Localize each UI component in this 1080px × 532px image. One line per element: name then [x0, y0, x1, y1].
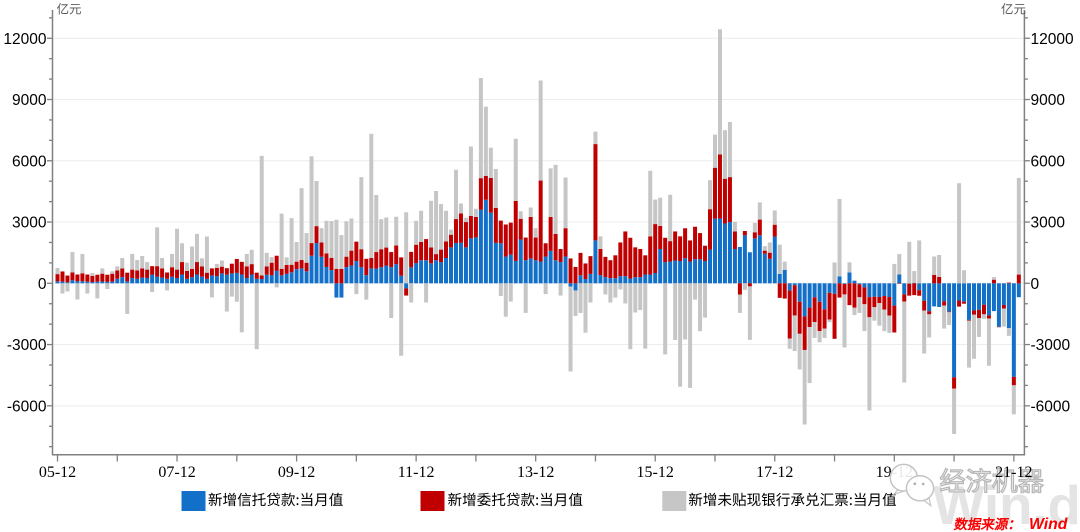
svg-text:-3000: -3000: [1031, 337, 1071, 354]
svg-text:3000: 3000: [12, 215, 47, 232]
svg-text:13-12: 13-12: [517, 464, 554, 481]
svg-text:15-12: 15-12: [637, 464, 674, 481]
svg-text:3000: 3000: [1031, 215, 1066, 232]
svg-text:07-12: 07-12: [158, 464, 195, 481]
svg-text:05-12: 05-12: [39, 464, 76, 481]
svg-text:11-12: 11-12: [398, 464, 435, 481]
svg-text:0: 0: [1031, 276, 1040, 293]
svg-text:6000: 6000: [12, 153, 47, 170]
svg-text:9000: 9000: [12, 92, 47, 109]
svg-text:9000: 9000: [1031, 92, 1066, 109]
svg-text:12000: 12000: [1031, 31, 1074, 48]
svg-text:-6000: -6000: [1031, 398, 1071, 415]
svg-text:-6000: -6000: [7, 398, 47, 415]
svg-text:0: 0: [38, 276, 47, 293]
svg-text:17-12: 17-12: [756, 464, 793, 481]
svg-text:-3000: -3000: [7, 337, 47, 354]
svg-text:12000: 12000: [3, 31, 46, 48]
svg-text:Wind: Wind: [1029, 516, 1068, 532]
svg-text:09-12: 09-12: [278, 464, 315, 481]
svg-text:6000: 6000: [1031, 153, 1066, 170]
svg-text:21-12: 21-12: [995, 464, 1032, 481]
